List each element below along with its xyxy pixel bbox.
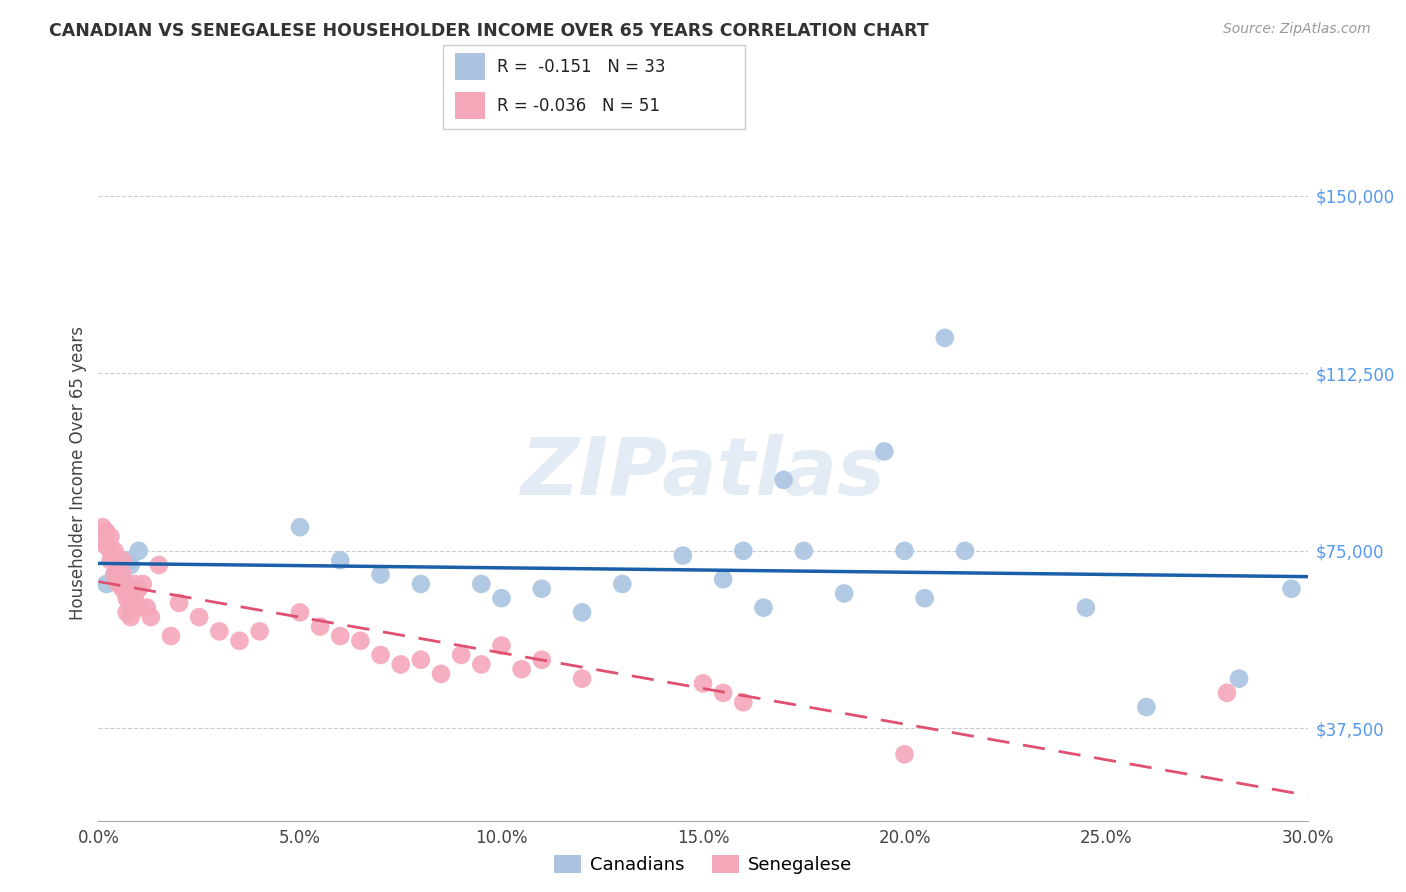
Point [934,331,956,345]
Text: CANADIAN VS SENEGALESE HOUSEHOLDER INCOME OVER 65 YEARS CORRELATION CHART: CANADIAN VS SENEGALESE HOUSEHOLDER INCOM… [49,22,929,40]
Point [711,686,734,700]
Point [571,672,593,686]
Point [692,676,714,690]
Point [96,577,118,591]
Point [128,544,150,558]
Point [111,553,134,567]
Point [148,558,170,572]
Point [100,544,122,558]
Point [115,606,138,620]
Point [571,606,593,620]
Point [711,572,734,586]
Point [329,629,352,643]
Point [530,582,553,596]
Point [873,444,896,458]
Point [470,657,492,672]
Point [409,653,432,667]
Point [914,591,936,606]
Point [188,610,211,624]
Point [111,582,134,596]
Text: Source: ZipAtlas.com: Source: ZipAtlas.com [1223,22,1371,37]
Point [733,544,755,558]
Bar [456,92,485,120]
Point [115,591,138,606]
Point [132,577,155,591]
Point [120,558,142,572]
Point [1216,686,1239,700]
Point [107,558,129,572]
Text: ZIPatlas: ZIPatlas [520,434,886,512]
Point [389,657,412,672]
Point [450,648,472,662]
Point [103,567,125,582]
Point [288,606,311,620]
Point [96,524,118,539]
Point [370,648,392,662]
Text: R = -0.036   N = 51: R = -0.036 N = 51 [498,96,661,114]
Point [124,591,146,606]
Text: R =  -0.151   N = 33: R = -0.151 N = 33 [498,58,666,76]
Point [832,586,855,600]
Point [167,596,190,610]
Point [893,544,915,558]
Point [111,567,134,582]
Point [100,530,122,544]
Point [1227,672,1250,686]
Point [349,633,371,648]
Point [510,662,533,676]
Point [329,553,352,567]
Point [491,591,513,606]
Point [249,624,271,639]
Point [430,667,453,681]
Point [115,553,138,567]
Point [733,695,755,709]
Point [128,600,150,615]
Point [228,633,250,648]
Legend: Canadians, Senegalese: Canadians, Senegalese [547,847,859,881]
Point [288,520,311,534]
Point [772,473,794,487]
Y-axis label: Householder Income Over 65 years: Householder Income Over 65 years [69,326,87,620]
Point [370,567,392,582]
Point [100,553,122,567]
Point [491,639,513,653]
Point [111,572,134,586]
Point [103,567,125,582]
Point [107,577,129,591]
Point [160,629,183,643]
Point [128,582,150,596]
Point [135,600,157,615]
Bar [456,54,485,80]
Point [612,577,634,591]
Point [672,549,695,563]
Point [91,534,114,549]
Point [139,610,162,624]
Point [530,653,553,667]
Point [752,600,775,615]
Point [96,539,118,553]
Point [120,596,142,610]
Point [953,544,976,558]
Point [107,563,129,577]
Point [309,619,332,633]
Point [124,582,146,596]
Point [1074,600,1097,615]
Point [124,577,146,591]
Point [208,624,231,639]
Point [409,577,432,591]
Point [91,520,114,534]
Point [120,610,142,624]
Point [893,747,915,762]
Point [1281,582,1303,596]
Point [793,544,815,558]
Point [470,577,492,591]
Point [1135,700,1157,714]
Point [103,544,125,558]
